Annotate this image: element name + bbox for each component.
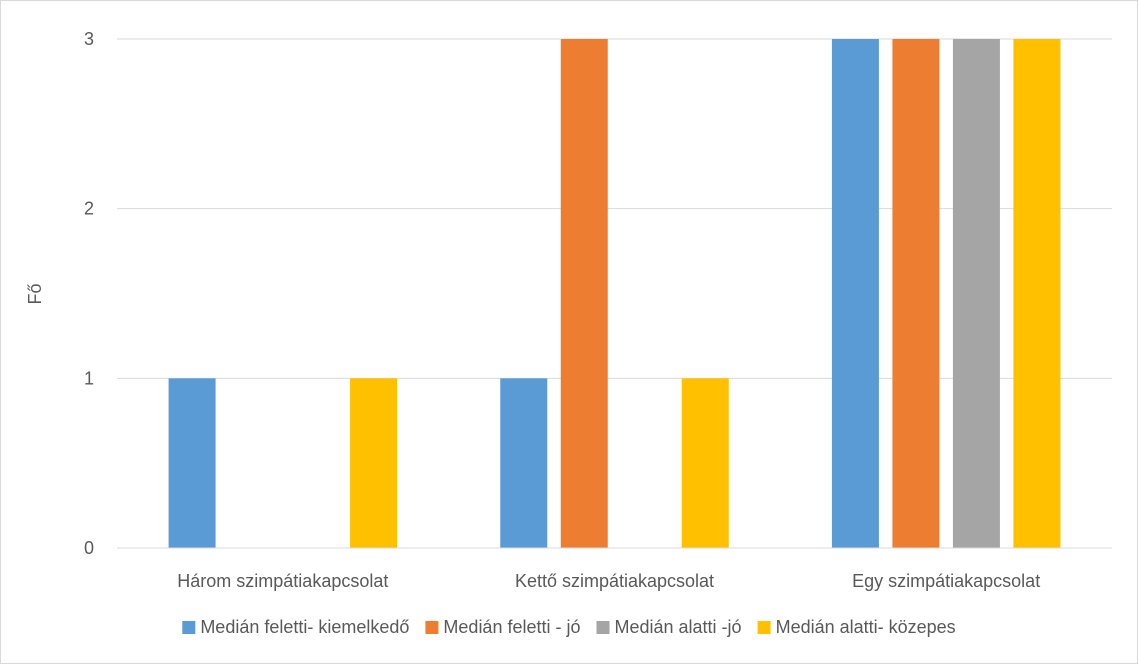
bar <box>168 378 216 548</box>
axes: 0 1 2 3 Három szimpátiakapcsolat Kettő szimpá… <box>84 29 1112 591</box>
y-tick-label: 0 <box>84 538 94 558</box>
x-tick-label: Három szimpátiakapcsolat <box>177 571 388 591</box>
y-tick-label: 2 <box>84 199 94 219</box>
legend-swatch <box>596 621 610 634</box>
bars <box>168 39 1061 548</box>
legend-label: Medián alatti -jó <box>615 617 742 637</box>
legend-label: Medián feletti - jó <box>443 617 580 637</box>
legend-label: Medián alatti- közepes <box>776 617 956 637</box>
bar <box>952 39 1000 548</box>
legend-swatch <box>757 621 771 634</box>
bar <box>1013 39 1061 548</box>
bar <box>681 378 729 548</box>
gridlines <box>117 38 1112 379</box>
legend-swatch <box>425 621 439 634</box>
bar <box>892 39 940 548</box>
y-tick-label: 3 <box>84 29 94 49</box>
y-tick-label: 1 <box>84 368 94 388</box>
bar <box>350 378 398 548</box>
bar <box>560 39 608 548</box>
x-tick-label: Egy szimpátiakapcsolat <box>852 571 1040 591</box>
legend-label: Medián feletti- kiemelkedő <box>200 617 409 637</box>
bar <box>500 378 548 548</box>
y-axis-title: Fő <box>25 283 45 304</box>
bar <box>831 39 879 548</box>
legend-swatch <box>182 621 196 634</box>
x-tick-label: Kettő szimpátiakapcsolat <box>515 571 714 591</box>
legend: Medián feletti- kiemelkedő Medián feletti… <box>182 617 956 637</box>
